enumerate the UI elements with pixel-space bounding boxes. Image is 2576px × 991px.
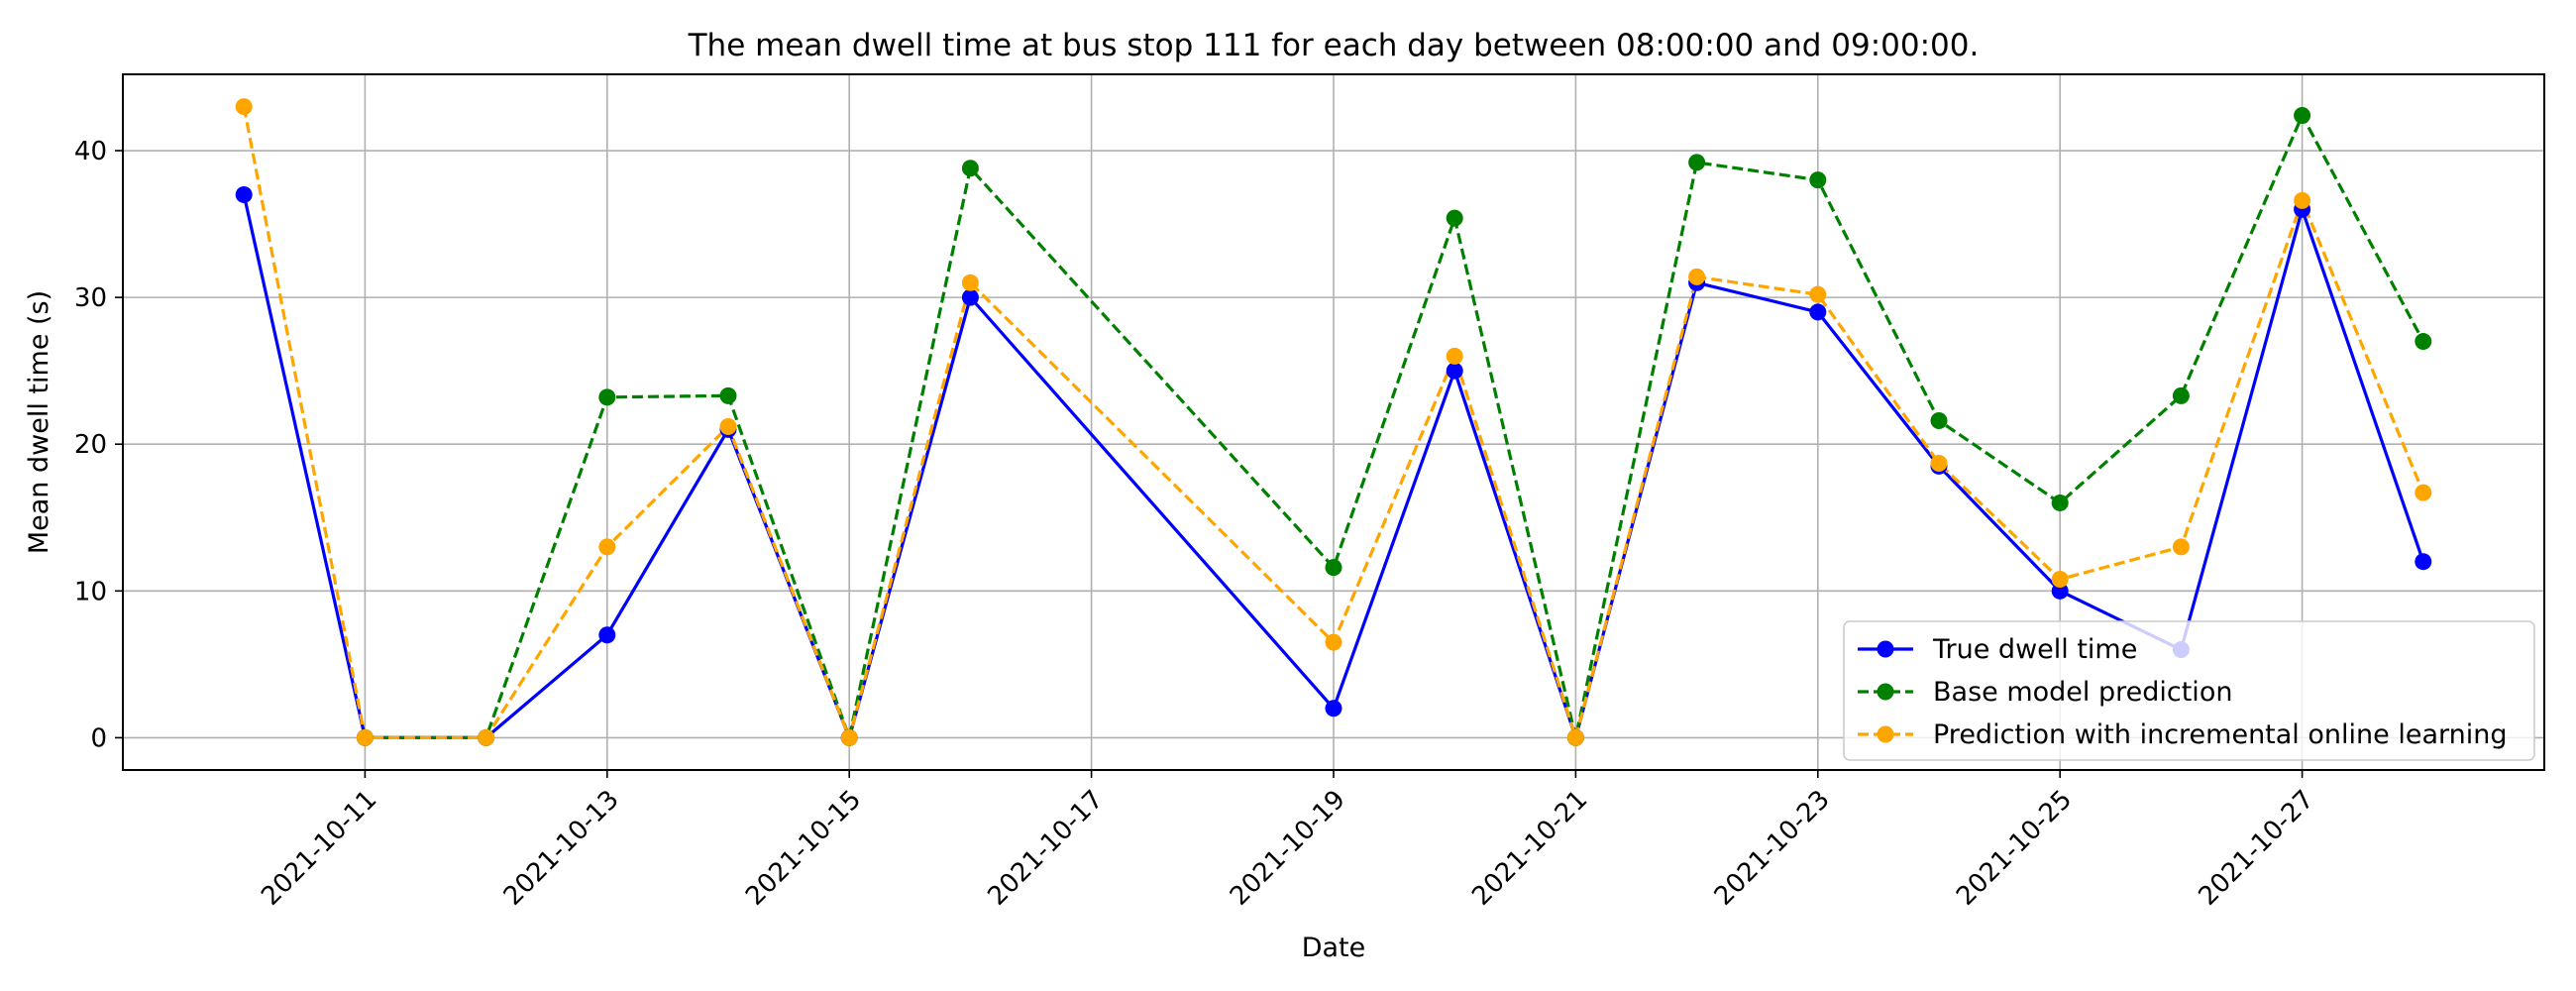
legend-marker-1 (1877, 640, 1894, 658)
legend-label-3: Prediction with incremental online learn… (1933, 719, 2508, 750)
series-2-point (961, 160, 979, 177)
series-3-point (1446, 347, 1463, 365)
series-3-point (961, 274, 979, 291)
chart-title: The mean dwell time at bus stop 111 for … (688, 28, 1980, 63)
series-3-point (2172, 538, 2190, 556)
series-2-point (598, 388, 616, 406)
series-3-point (356, 728, 374, 746)
y-tick-label: 10 (74, 577, 107, 606)
y-tick-label: 20 (74, 430, 107, 460)
series-3-point (1688, 268, 1706, 285)
legend: True dwell time Base model prediction Pred… (1843, 620, 2535, 761)
series-3-point (2415, 484, 2432, 501)
legend-label-1: True dwell time (1932, 634, 2137, 665)
legend-label-2: Base model prediction (1933, 677, 2232, 708)
series-3-point (719, 417, 737, 435)
y-tick-label: 30 (74, 283, 107, 313)
series-1-point (1325, 700, 1342, 717)
series-1-point (598, 626, 616, 644)
series-2-point (2415, 333, 2432, 351)
series-2-point (1930, 412, 1948, 430)
series-3-point (2051, 570, 2069, 588)
series-3-point (1809, 285, 1827, 303)
series-line-2 (365, 113, 2425, 740)
series-3-point (1566, 728, 1584, 746)
series-2-point (1446, 209, 1463, 227)
series-1-point (1809, 303, 1827, 321)
series-2-point (1809, 171, 1827, 189)
series-3-point (1325, 633, 1342, 651)
legend-box (1843, 620, 2535, 761)
y-tick-label: 40 (74, 137, 107, 166)
series-1-point (961, 288, 979, 306)
y-tick-label: 0 (90, 723, 107, 753)
series-3-point (598, 538, 616, 556)
series-1-point (2051, 582, 2069, 600)
series-2-point (1325, 559, 1342, 577)
legend-marker-2 (1877, 683, 1894, 701)
series-2-point (2172, 386, 2190, 404)
series-1-point (1446, 362, 1463, 380)
series-2-point (2051, 494, 2069, 511)
y-axis-label: Mean dwell time (s) (24, 290, 54, 554)
series-2-point (1688, 154, 1706, 171)
series-2-point (2294, 106, 2311, 124)
series-1-point (2415, 553, 2432, 571)
x-axis-label: Date (1302, 933, 1366, 963)
series-1-point (235, 185, 253, 203)
series-3-point (840, 728, 858, 746)
series-3-point (235, 98, 253, 116)
legend-marker-3 (1877, 725, 1894, 743)
series-3-point (2294, 191, 2311, 209)
series-3-point (1930, 454, 1948, 472)
series-2-point (719, 386, 737, 404)
series-line-3 (242, 106, 2425, 740)
series-3-point (478, 728, 495, 746)
